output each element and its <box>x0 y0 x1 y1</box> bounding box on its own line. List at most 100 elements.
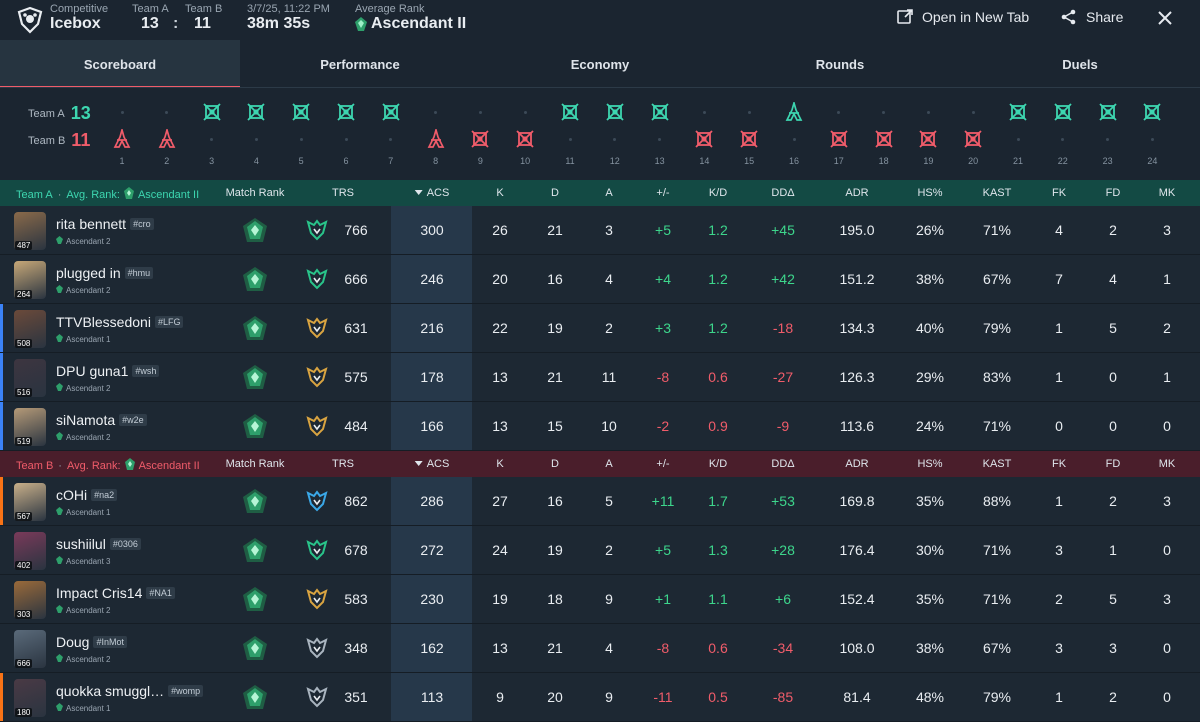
round-14-team-b[interactable] <box>694 129 714 149</box>
column-header-mk[interactable]: MK <box>1158 458 1176 470</box>
tab-economy[interactable]: Economy <box>570 56 630 72</box>
round-13-team-a[interactable] <box>650 102 670 122</box>
column-header-trs[interactable]: TRS <box>332 187 354 199</box>
round-1-team-a[interactable] <box>112 102 132 122</box>
round-8-team-b[interactable] <box>426 129 446 149</box>
round-12-team-a[interactable] <box>605 102 625 122</box>
round-24-team-a[interactable] <box>1142 102 1162 122</box>
player-name[interactable]: rita bennett #cro <box>56 216 154 232</box>
round-2-team-a[interactable] <box>157 102 177 122</box>
round-15-team-b[interactable] <box>739 129 759 149</box>
round-6-team-a[interactable] <box>336 102 356 122</box>
round-13-team-b[interactable] <box>650 129 670 149</box>
round-1-team-b[interactable] <box>112 129 132 149</box>
round-3-team-a[interactable] <box>202 102 222 122</box>
round-11-team-b[interactable] <box>560 129 580 149</box>
column-header-acs[interactable]: ACS <box>414 458 449 470</box>
column-header-fd[interactable]: FD <box>1105 458 1121 470</box>
player-name[interactable]: TTVBlessedoni #LFG <box>56 314 184 330</box>
round-18-team-a[interactable] <box>874 102 894 122</box>
round-24-team-b[interactable] <box>1142 129 1162 149</box>
round-14-team-a[interactable] <box>694 102 714 122</box>
player-name[interactable]: Impact Cris14 #NA1 <box>56 585 175 601</box>
player-row[interactable]: 303 Impact Cris14 #NA1 Ascendant 2 583 230 19 1… <box>0 575 1200 624</box>
round-9-team-b[interactable] <box>470 129 490 149</box>
column-header--[interactable]: +/- <box>656 458 670 470</box>
round-20-team-a[interactable] <box>963 102 983 122</box>
round-18-team-b[interactable] <box>874 129 894 149</box>
column-header-adr[interactable]: ADR <box>845 187 869 199</box>
round-17-team-a[interactable] <box>829 102 849 122</box>
column-header-a[interactable]: A <box>605 187 613 199</box>
column-header-match-rank[interactable]: Match Rank <box>225 458 285 470</box>
round-15-team-a[interactable] <box>739 102 759 122</box>
round-17-team-b[interactable] <box>829 129 849 149</box>
player-row[interactable]: 516 DPU guna1 #wsh Ascendant 2 575 178 13 21 11-… <box>0 353 1200 402</box>
round-19-team-a[interactable] <box>918 102 938 122</box>
round-11-team-a[interactable] <box>560 102 580 122</box>
column-header-d[interactable]: D <box>551 187 559 199</box>
player-row[interactable]: 487 rita bennett #cro Ascendant 2 766 300 26 21… <box>0 206 1200 255</box>
round-12-team-b[interactable] <box>605 129 625 149</box>
player-name[interactable]: plugged in #hmu <box>56 265 154 281</box>
column-header-dd-[interactable]: DDΔ <box>771 187 795 199</box>
player-row[interactable]: 666 Doug #InMot Ascendant 2 348 162 13 21 4 -8 0.6… <box>0 624 1200 673</box>
player-name[interactable]: Doug #InMot <box>56 634 127 650</box>
column-header-d[interactable]: D <box>551 458 559 470</box>
open-new-tab-button[interactable]: Open in New Tab <box>896 8 1029 26</box>
column-header--[interactable]: +/- <box>656 187 670 199</box>
player-name[interactable]: siNamota #w2e <box>56 412 147 428</box>
round-9-team-a[interactable] <box>470 102 490 122</box>
column-header-k-d[interactable]: K/D <box>708 187 728 199</box>
round-2-team-b[interactable] <box>157 129 177 149</box>
round-22-team-a[interactable] <box>1053 102 1073 122</box>
column-header-k[interactable]: K <box>496 458 504 470</box>
round-4-team-a[interactable] <box>246 102 266 122</box>
column-header-kast[interactable]: KAST <box>982 458 1012 470</box>
round-16-team-a[interactable] <box>784 102 804 122</box>
round-23-team-a[interactable] <box>1098 102 1118 122</box>
round-5-team-b[interactable] <box>291 129 311 149</box>
round-7-team-b[interactable] <box>381 129 401 149</box>
round-23-team-b[interactable] <box>1098 129 1118 149</box>
round-20-team-b[interactable] <box>963 129 983 149</box>
round-10-team-b[interactable] <box>515 129 535 149</box>
player-name[interactable]: DPU guna1 #wsh <box>56 363 160 379</box>
player-row[interactable]: 180 quokka smuggl… #womp Ascendant 1 351 113 9… <box>0 673 1200 722</box>
column-header-dd-[interactable]: DDΔ <box>771 458 795 470</box>
round-19-team-b[interactable] <box>918 129 938 149</box>
column-header-k-d[interactable]: K/D <box>708 458 728 470</box>
column-header-fk[interactable]: FK <box>1051 458 1067 470</box>
column-header-acs[interactable]: ACS <box>414 187 449 199</box>
column-header-kast[interactable]: KAST <box>982 187 1012 199</box>
column-header-adr[interactable]: ADR <box>845 458 869 470</box>
round-8-team-a[interactable] <box>426 102 446 122</box>
player-row[interactable]: 519 siNamota #w2e Ascendant 2 484 166 13 15 10 -2… <box>0 402 1200 451</box>
round-6-team-b[interactable] <box>336 129 356 149</box>
round-10-team-a[interactable] <box>515 102 535 122</box>
round-21-team-a[interactable] <box>1008 102 1028 122</box>
column-header-fk[interactable]: FK <box>1051 187 1067 199</box>
column-header-match-rank[interactable]: Match Rank <box>225 187 285 199</box>
round-5-team-a[interactable] <box>291 102 311 122</box>
app-logo-icon[interactable] <box>16 6 44 34</box>
round-22-team-b[interactable] <box>1053 129 1073 149</box>
player-row[interactable]: 402 sushiilul #0306 Ascendant 3 678 272 24 19 2 +… <box>0 526 1200 575</box>
round-21-team-b[interactable] <box>1008 129 1028 149</box>
player-name[interactable]: sushiilul #0306 <box>56 536 141 552</box>
tab-rounds[interactable]: Rounds <box>815 56 865 72</box>
column-header-k[interactable]: K <box>496 187 504 199</box>
round-7-team-a[interactable] <box>381 102 401 122</box>
close-icon[interactable] <box>1158 11 1172 25</box>
player-row[interactable]: 567 cOHi #na2 Ascendant 1 862 286 27 16 5 +11 1.7 +… <box>0 477 1200 526</box>
round-4-team-b[interactable] <box>246 129 266 149</box>
round-3-team-b[interactable] <box>202 129 222 149</box>
player-name[interactable]: cOHi #na2 <box>56 487 118 503</box>
column-header-fd[interactable]: FD <box>1105 187 1121 199</box>
column-header-a[interactable]: A <box>605 458 613 470</box>
player-name[interactable]: quokka smuggl… #womp <box>56 683 204 699</box>
column-header-mk[interactable]: MK <box>1158 187 1176 199</box>
tab-scoreboard[interactable]: Scoreboard <box>0 40 240 88</box>
column-header-trs[interactable]: TRS <box>332 458 354 470</box>
column-header-hs-[interactable]: HS% <box>917 458 943 470</box>
